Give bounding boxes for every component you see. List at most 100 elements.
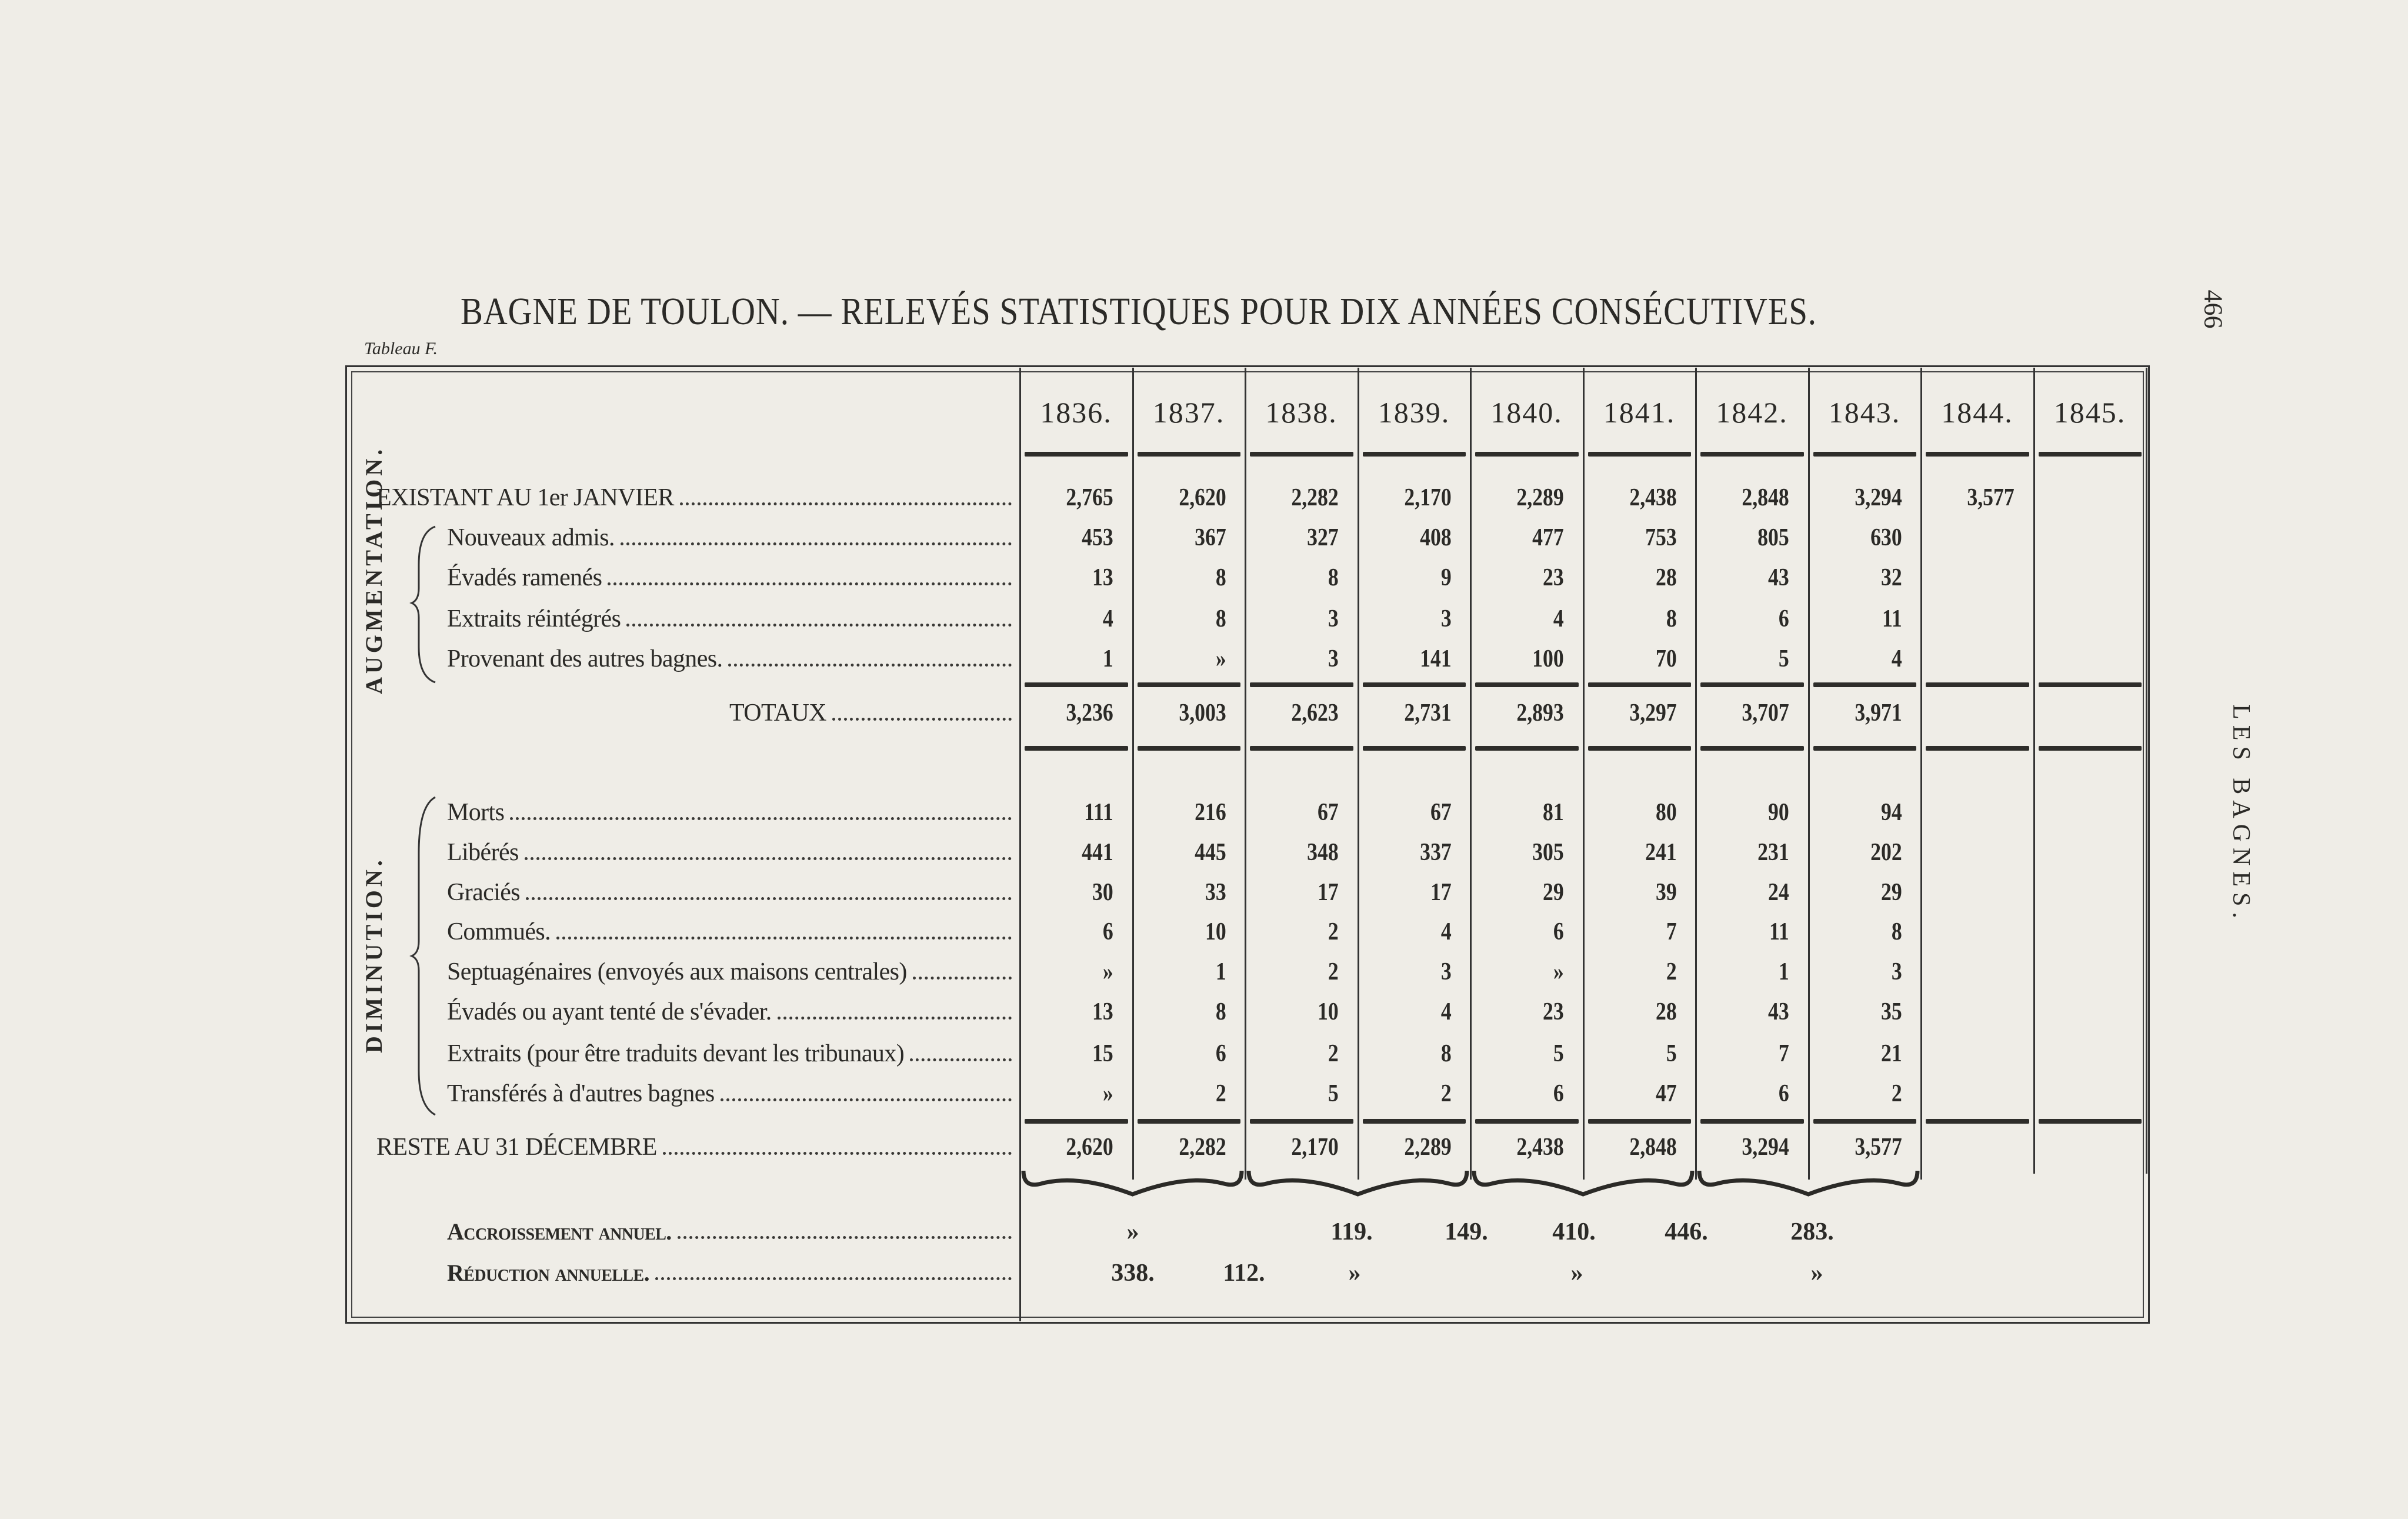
augmentation-cell: 477	[1532, 524, 1564, 551]
row-label: TOTAUX	[729, 699, 827, 727]
totals-rule-lower	[1025, 746, 1128, 751]
totals-rule	[1926, 682, 2029, 687]
augmentation-cell: 367	[1194, 524, 1226, 551]
reduction-value: 112.	[1223, 1260, 1265, 1287]
diminution-row: Évadés ou ayant tenté de s'évader.	[447, 998, 1012, 1026]
diminution-row: Transférés à d'autres bagnes	[447, 1080, 1012, 1108]
header-rule	[1475, 452, 1579, 457]
row-totaux: TOTAUX	[729, 699, 1012, 727]
totals-rule-lower	[1137, 746, 1240, 751]
row-label: Libérés	[447, 839, 519, 866]
reste-rule	[1587, 1119, 1691, 1124]
diminution-cell: 6	[1553, 918, 1564, 945]
diminution-cell: 4	[1440, 998, 1452, 1025]
leader-dots	[510, 817, 1012, 820]
augmentation-cell: 8	[1215, 605, 1226, 632]
leader-dots	[910, 1058, 1012, 1061]
header-rule	[1813, 452, 1916, 457]
diminution-cell: 337	[1419, 839, 1452, 866]
year-header: 1840.	[1490, 396, 1563, 429]
row-label: Morts	[447, 799, 505, 826]
diminution-cell: 29	[1543, 879, 1564, 906]
accroissement-value: 410.	[1552, 1218, 1596, 1245]
column-rule	[1807, 368, 1810, 1180]
totals-rule	[1025, 682, 1128, 687]
reste-cell: 3,577	[1854, 1134, 1902, 1161]
header-rule	[1137, 452, 1240, 457]
diminution-cell: 17	[1318, 879, 1339, 906]
diminution-cell: 7	[1666, 918, 1677, 945]
augmentation-cell: 805	[1757, 524, 1789, 551]
table-frame	[345, 365, 2150, 1324]
totaux-cell: 3,971	[1854, 699, 1902, 727]
row-label: Extraits (pour être traduits devant les …	[447, 1040, 905, 1067]
augmentation-cell: 13	[1092, 564, 1113, 591]
augmentation-cell: 23	[1543, 564, 1564, 591]
diminution-cell: 8	[1215, 998, 1226, 1025]
header-rule	[1025, 452, 1128, 457]
diminution-cell: 94	[1880, 799, 1902, 826]
diminution-cell: 29	[1880, 879, 1902, 906]
augmentation-cell: 4	[1102, 605, 1113, 632]
leader-dots	[832, 718, 1012, 721]
diminution-cell: »	[1102, 958, 1113, 985]
year-header: 1841.	[1603, 396, 1676, 429]
augmentation-row: Nouveaux admis.	[447, 524, 1012, 552]
augmentation-cell: 630	[1870, 524, 1902, 551]
augmentation-cell: 4	[1553, 605, 1564, 632]
leader-dots	[677, 1236, 1012, 1239]
diminution-row: Graciés	[447, 878, 1012, 907]
row-label: Nouveaux admis.	[447, 524, 615, 551]
totals-rule	[1475, 682, 1579, 687]
header-rule	[1926, 452, 2029, 457]
diminution-cell: 21	[1880, 1040, 1902, 1067]
diminution-cell: »	[1102, 1080, 1113, 1107]
totaux-cell: 3,003	[1178, 699, 1226, 727]
reste-cell: 2,289	[1403, 1134, 1452, 1161]
column-rule	[1019, 368, 1021, 1321]
augmentation-cell: 3	[1440, 605, 1452, 632]
augmentation-row: Provenant des autres bagnes.	[447, 645, 1012, 673]
leader-dots	[608, 582, 1012, 585]
augmentation-cell: 408	[1419, 524, 1452, 551]
leader-dots	[728, 664, 1012, 667]
row-label: Évadés ou ayant tenté de s'évader.	[447, 998, 772, 1025]
augmentation-cell: 6	[1778, 605, 1789, 632]
augmentation-cell: 43	[1768, 564, 1789, 591]
diminution-cell: 2	[1328, 918, 1339, 945]
totals-rule-lower	[1700, 746, 1804, 751]
diminution-row: Extraits (pour être traduits devant les …	[447, 1040, 1012, 1068]
diminution-cell: 67	[1430, 799, 1452, 826]
table-frame-inner	[351, 371, 2144, 1318]
diminution-cell: 1	[1778, 958, 1789, 985]
diminution-cell: 5	[1666, 1040, 1677, 1067]
year-header: 1839.	[1378, 396, 1450, 429]
diminution-cell: 90	[1768, 799, 1789, 826]
totaux-cell: 3,236	[1066, 699, 1113, 727]
table-label: Tableau F.	[364, 339, 438, 358]
reste-rule	[1475, 1119, 1579, 1124]
existant-cell: 2,282	[1291, 484, 1339, 511]
existant-cell: 2,848	[1742, 484, 1789, 511]
reste-rule	[1362, 1119, 1466, 1124]
page-title: BAGNE DE TOULON. — RELEVÉS STATISTIQUES …	[461, 290, 1817, 333]
diminution-cell: 35	[1880, 998, 1902, 1025]
augmentation-row: Extraits réintégrés	[447, 605, 1012, 633]
totaux-cell: 3,707	[1742, 699, 1789, 727]
accroissement-value: 149.	[1445, 1218, 1488, 1245]
augmentation-cell: 141	[1419, 645, 1452, 672]
diminution-cell: 6	[1215, 1040, 1226, 1067]
totals-rule-lower	[1926, 746, 2029, 751]
diminution-cell: 28	[1655, 998, 1677, 1025]
totals-rule	[1250, 682, 1353, 687]
row-reduction: Réduction annuelle.	[447, 1259, 1012, 1287]
augmentation-cell: 8	[1666, 605, 1677, 632]
totaux-cell: 2,893	[1516, 699, 1564, 727]
diminution-cell: 33	[1205, 879, 1226, 906]
augmentation-cell: 9	[1440, 564, 1452, 591]
diminution-cell: 2	[1328, 958, 1339, 985]
row-label: Réduction annuelle.	[447, 1260, 650, 1286]
header-rule	[1700, 452, 1804, 457]
augmentation-cell: 327	[1307, 524, 1339, 551]
augmentation-cell: 100	[1532, 645, 1564, 672]
